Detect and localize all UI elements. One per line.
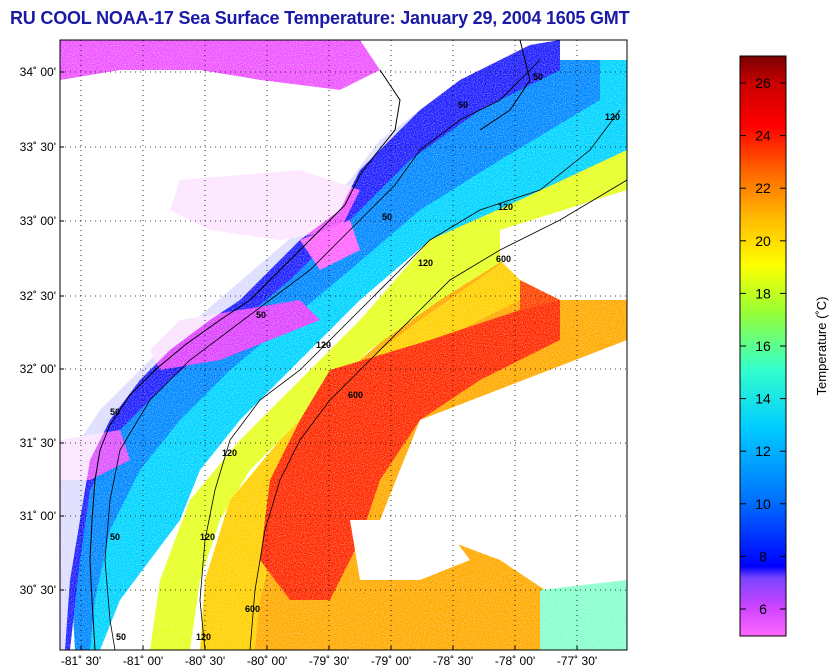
lon-tick-label: -79˚ 00' [371,654,411,668]
colorbar-label: Temperature (˚C) [814,297,829,396]
colorbar-tick-label: 24 [755,128,771,144]
colorbar-tick-label: 26 [755,75,771,91]
contour-label: 50 [116,632,126,642]
colorbar-tick-label: 22 [755,180,771,196]
colorbar-tick-label: 16 [755,338,771,354]
contour-label: 50 [382,212,392,222]
contour-label: 50 [458,100,468,110]
lat-tick-label: 32˚ 00' [20,362,56,376]
map-frame [59,39,628,651]
colorbar-tick-label: 18 [755,285,771,301]
lat-axis: 34˚ 00' 33˚ 30' 33˚ 00' 32˚ 30' 32˚ 00' … [20,65,64,597]
lon-tick-label: -77˚ 30' [557,654,597,668]
contour-label: 120 [200,532,215,542]
contour-label: 600 [245,604,260,614]
colorbar: 26 24 22 20 18 16 14 12 10 8 6 Temperature (˚C) [739,55,829,637]
lon-tick-label: -78˚ 00' [495,654,535,668]
lon-tick-label: -81˚ 30' [61,654,101,668]
contour-label: 120 [196,632,211,642]
lon-tick-label: -79˚ 30' [309,654,349,668]
colorbar-tick-label: 10 [755,496,771,512]
lat-tick-label: 32˚ 30' [20,289,56,303]
sst-image: 50 50 50 50 50 50 50 120 120 120 120 120… [60,40,627,650]
contour-label: 50 [110,532,120,542]
lon-axis: -81˚ 30' -81˚ 00' -80˚ 30' -80˚ 00' -79˚… [61,646,597,668]
lon-tick-label: -81˚ 00' [123,654,163,668]
lat-tick-label: 31˚ 30' [20,436,56,450]
colorbar-ticks: 26 24 22 20 18 16 14 12 10 8 6 [740,75,786,617]
contour-label: 120 [418,258,433,268]
lat-tick-label: 33˚ 30' [20,140,56,154]
lat-tick-label: 30˚ 30' [20,583,56,597]
contour-label: 120 [316,340,331,350]
contour-label: 120 [498,202,513,212]
graticule [60,40,627,650]
page-title: RU COOL NOAA-17 Sea Surface Temperature:… [10,8,630,28]
lon-tick-label: -78˚ 30' [433,654,473,668]
colorbar-gradient [740,56,786,636]
contour-label: 600 [496,254,511,264]
colorbar-tick-label: 6 [759,601,767,617]
lat-tick-label: 34˚ 00' [20,65,56,79]
contour-label: 50 [533,72,543,82]
contour-label: 50 [256,310,266,320]
colorbar-tick-label: 8 [759,548,767,564]
contour-label: 120 [222,448,237,458]
lon-tick-label: -80˚ 30' [185,654,225,668]
lat-tick-label: 31˚ 00' [20,509,56,523]
contour-label: 120 [605,112,620,122]
colorbar-tick-label: 12 [755,443,771,459]
colorbar-tick-label: 20 [755,233,771,249]
contour-label: 600 [348,390,363,400]
lat-tick-label: 33˚ 00' [20,214,56,228]
lon-tick-label: -80˚ 00' [247,654,287,668]
contour-label: 50 [110,407,120,417]
colorbar-tick-label: 14 [755,391,771,407]
